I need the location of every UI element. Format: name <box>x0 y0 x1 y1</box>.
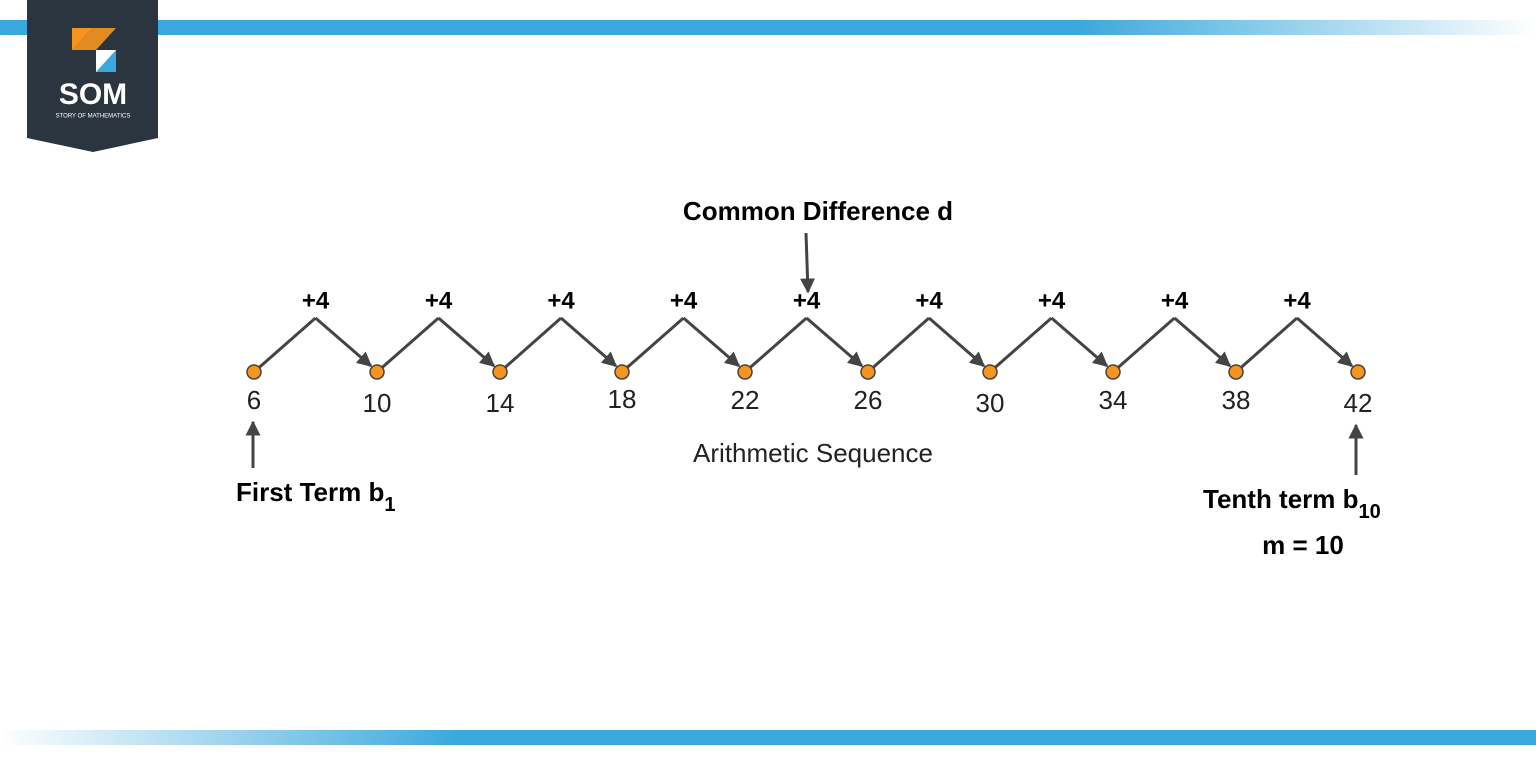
logo: SOM STORY OF MATHEMATICS <box>27 0 158 152</box>
term-dot <box>614 364 630 380</box>
zigzag-down <box>805 316 864 368</box>
term-dot <box>1228 364 1244 380</box>
term-label: 14 <box>486 388 515 418</box>
term-dot <box>246 364 262 380</box>
zigzag-up <box>376 316 440 374</box>
term-dot <box>492 364 508 380</box>
zigzag-down <box>1173 316 1232 368</box>
term-label: 26 <box>854 385 883 415</box>
step-label: +4 <box>1283 287 1311 314</box>
zigzag-down <box>560 316 618 368</box>
term-label: 10 <box>363 388 392 418</box>
step-label: +4 <box>425 287 453 314</box>
count-label: m = 10 <box>1262 530 1344 560</box>
logo-title: SOM <box>59 78 127 111</box>
zigzag-down <box>1050 316 1109 368</box>
zigzag-down <box>928 316 986 368</box>
label-subscript: 1 <box>384 494 395 516</box>
arrow <box>800 232 816 294</box>
label-text: Tenth term b <box>1203 484 1359 514</box>
zigzag-up <box>1112 316 1176 374</box>
term-label: 30 <box>976 388 1005 418</box>
term-dot <box>982 364 998 380</box>
zigzag-up <box>499 316 562 374</box>
step-label: +4 <box>915 287 943 314</box>
term-label: 18 <box>608 384 637 414</box>
step-label: +4 <box>1161 287 1189 314</box>
term-dot <box>1350 364 1366 380</box>
step-label: +4 <box>302 287 330 314</box>
step-label: +4 <box>1038 287 1066 314</box>
term-label: 6 <box>247 385 261 415</box>
logo-mark <box>96 50 116 72</box>
term-label: 38 <box>1222 385 1251 415</box>
top-bar <box>0 20 1536 35</box>
label-subscript: 10 <box>1359 501 1381 523</box>
step-label: +4 <box>547 287 575 314</box>
term-dot <box>1105 364 1121 380</box>
zigzag-up <box>867 316 930 374</box>
zigzag-down <box>314 316 373 368</box>
logo-subtitle: STORY OF MATHEMATICS <box>56 114 131 120</box>
logo-badge <box>27 0 158 152</box>
term-dot <box>369 364 385 380</box>
step-label: +4 <box>793 287 821 314</box>
zigzag-up <box>989 316 1053 374</box>
label-text: First Term b <box>236 477 384 507</box>
sequence: +4 +4 +4 +4 +4 +4 +4 +4 +4 6 10 14 18 22 26 30 34 38 42 <box>246 287 1373 418</box>
zigzag-up <box>744 316 808 374</box>
term-label: 22 <box>731 385 760 415</box>
zigzag-up <box>1235 316 1298 374</box>
tenth-term-label: Tenth term b10 <box>1203 484 1381 523</box>
logo-mark <box>72 28 116 50</box>
term-label: 34 <box>1099 385 1128 415</box>
term-label: 42 <box>1344 388 1373 418</box>
common-difference-label: Common Difference d <box>683 196 953 226</box>
term-dot <box>860 364 876 380</box>
bottom-bar <box>0 730 1536 745</box>
zigzag-down <box>437 316 496 368</box>
step-label: +4 <box>670 287 698 314</box>
zigzag-up <box>621 316 685 374</box>
zigzag-down <box>682 316 741 368</box>
term-dot <box>737 364 753 380</box>
first-term-label: First Term b1 <box>236 477 395 516</box>
zigzag-down <box>1296 316 1354 368</box>
caption: Arithmetic Sequence <box>693 438 933 468</box>
zigzag-up <box>253 316 317 374</box>
